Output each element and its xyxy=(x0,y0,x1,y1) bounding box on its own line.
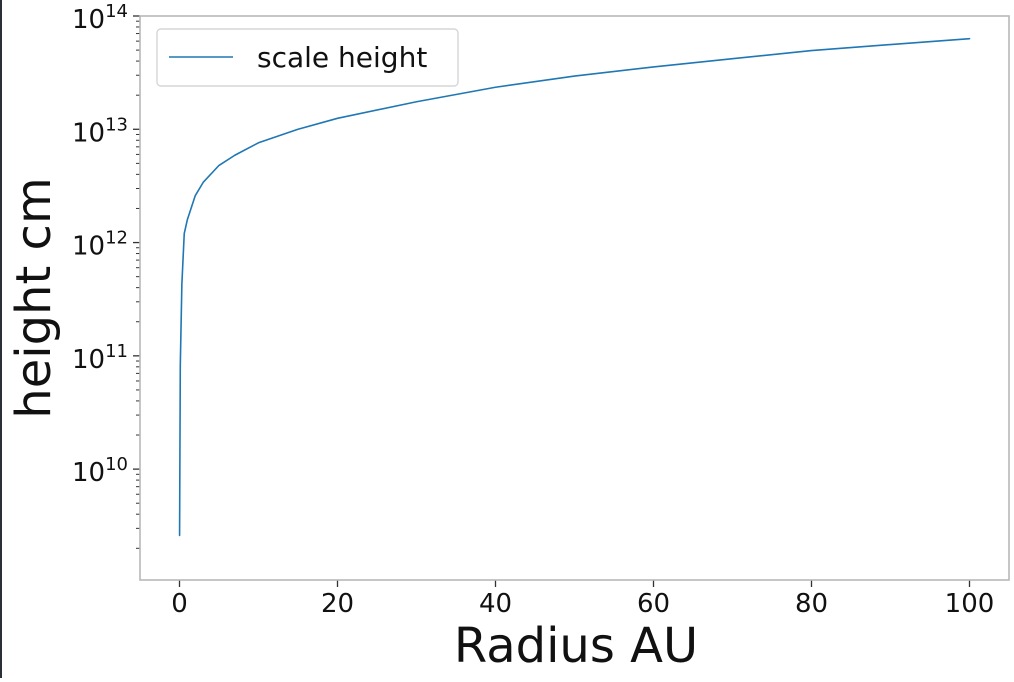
x-tick-label: 100 xyxy=(945,589,995,619)
series-line-scale-height xyxy=(178,37,971,537)
x-tick-label: 40 xyxy=(479,589,512,619)
axes-layer: 0 20 40 60 80 100 1010 1011 1012 1013 1014 xyxy=(72,1,994,619)
legend: scale height xyxy=(156,28,459,87)
y-tick-label: 1010 xyxy=(72,454,128,488)
labels-layer: Radius AU height cm xyxy=(6,177,698,674)
plot-area-border xyxy=(139,15,1010,581)
x-tick-label: 0 xyxy=(171,589,188,619)
x-axis-label: Radius AU xyxy=(454,618,698,674)
legend-box xyxy=(156,28,459,87)
y-tick-label: 1014 xyxy=(72,1,128,35)
y-tick-label: 1013 xyxy=(72,114,128,148)
y-tick-label: 1012 xyxy=(72,228,128,262)
y-tick-label: 1011 xyxy=(72,341,128,375)
x-tick-label: 20 xyxy=(321,589,354,619)
x-tick-label: 80 xyxy=(795,589,828,619)
series-layer xyxy=(178,37,971,537)
legend-entry-label: scale height xyxy=(257,41,427,74)
y-axis-label: height cm xyxy=(6,177,62,418)
x-tick-label: 60 xyxy=(637,589,670,619)
